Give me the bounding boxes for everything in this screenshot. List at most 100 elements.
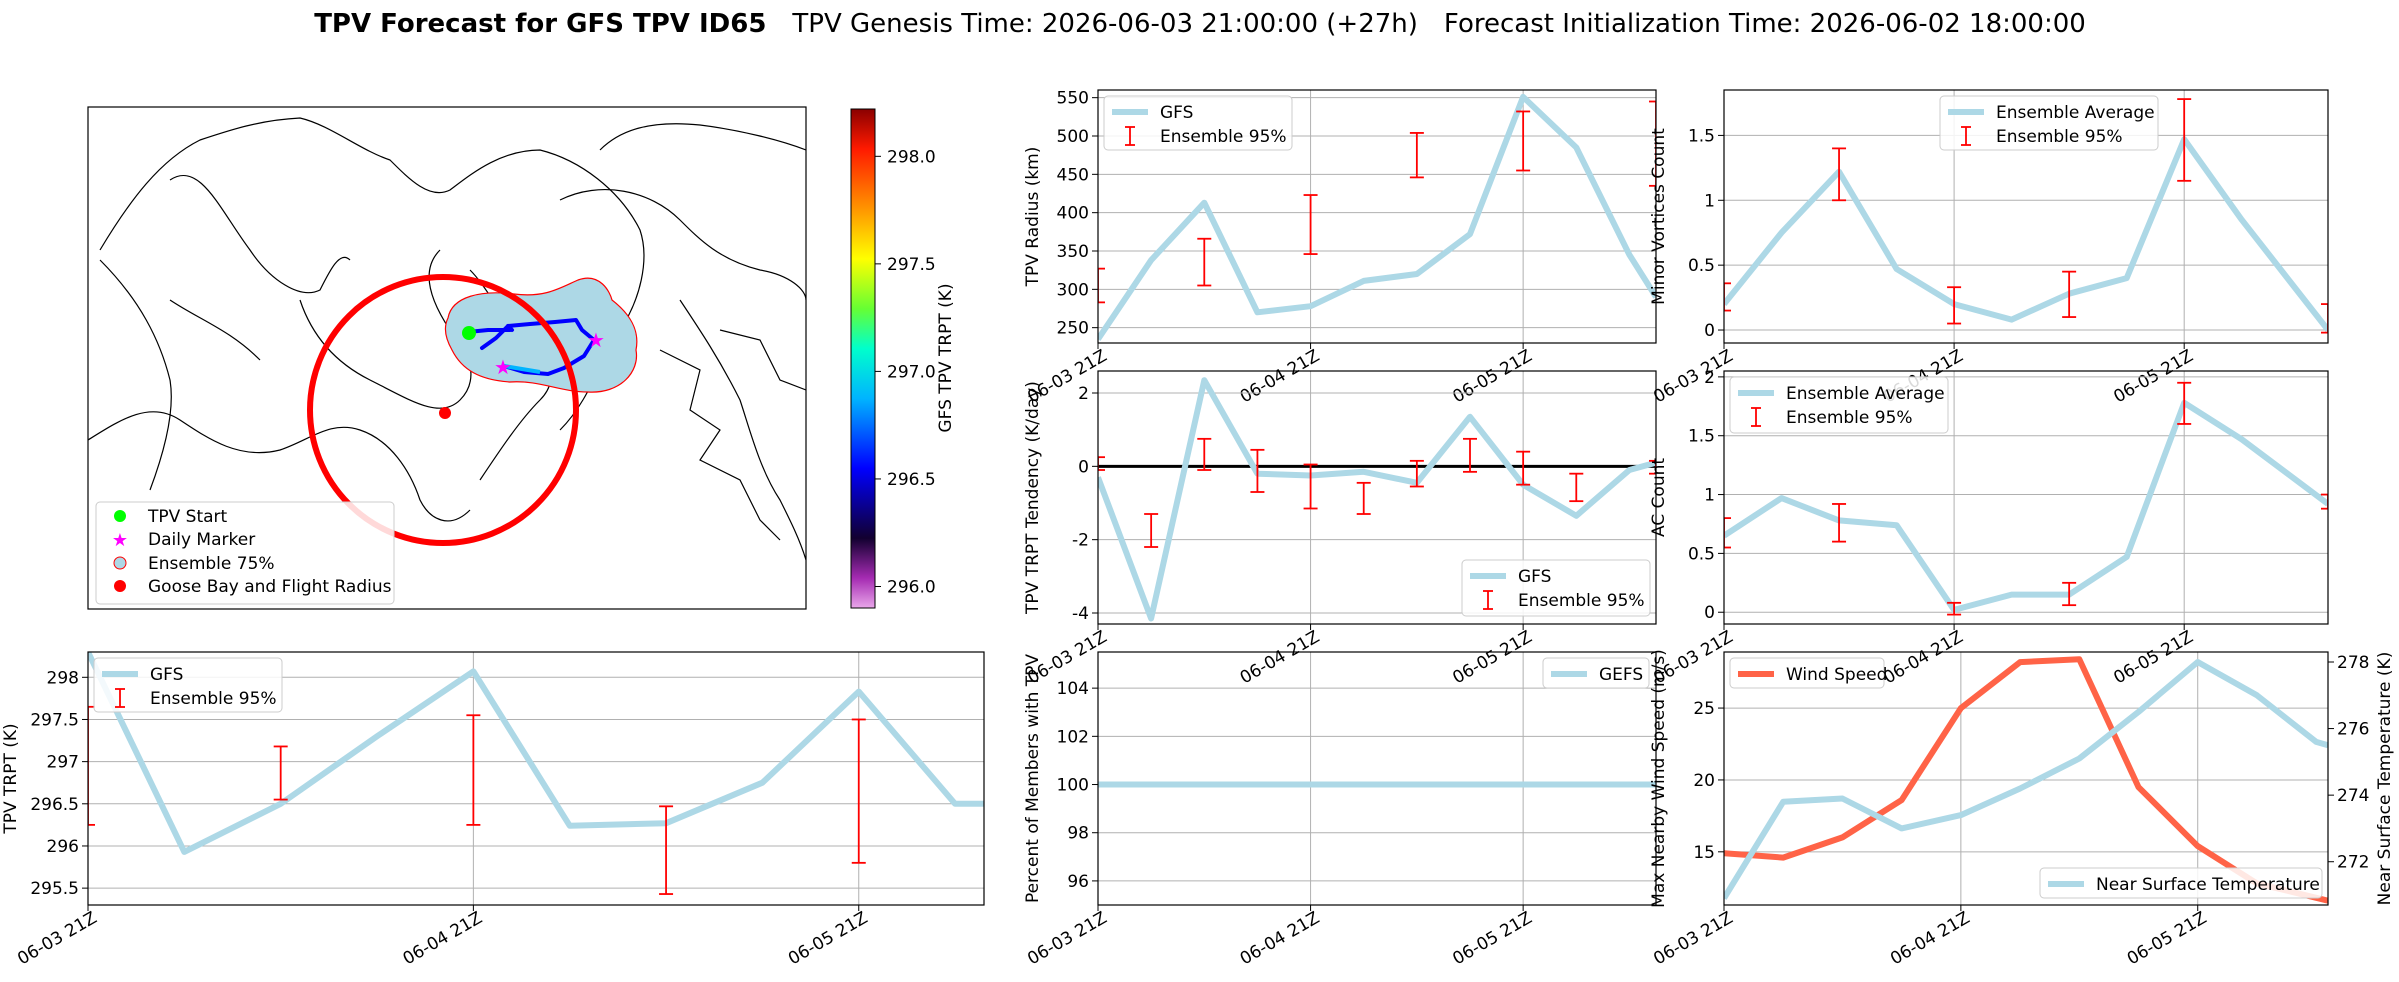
legend: Ensemble Average Ensemble 95%	[1729, 376, 1949, 434]
error-bar	[659, 805, 674, 895]
legend-label: Near Surface Temperature	[2096, 875, 2320, 895]
suptitle-bold: TPV Forecast for GFS TPV ID65	[314, 9, 766, 39]
ytick-label: 550	[1057, 89, 1089, 109]
error-bar	[851, 718, 866, 864]
tpv-start-marker	[462, 326, 476, 340]
error-bar	[1463, 437, 1477, 473]
ytick-label: -2	[1072, 531, 1089, 551]
legend: GEFS	[1542, 657, 1650, 689]
xtick-label: 06-05 21Z	[2124, 908, 2210, 969]
ytick-label: 296.5	[30, 795, 79, 815]
axes-frame	[1097, 89, 1657, 344]
error-bar	[2321, 493, 2328, 510]
legend-label: Ensemble 95%	[150, 689, 277, 709]
colorbar-tick-label: 296.5	[887, 470, 936, 490]
error-bar	[1724, 517, 1731, 549]
series-line	[1724, 659, 2328, 900]
ylabel: TPV TRPT (K)	[1, 723, 21, 834]
axes-frame	[87, 651, 985, 906]
legend-label: GFS	[1518, 567, 1551, 587]
colorbar-ticks: 296.0 296.5 297.0 297.5 298.0	[875, 147, 936, 597]
error-bar	[1516, 110, 1531, 172]
ytick-label: 0.5	[1688, 256, 1715, 276]
axes-frame	[1723, 370, 2329, 625]
ytick-label: 96	[1067, 872, 1089, 892]
axes-frame	[1097, 651, 1657, 906]
legend: Wind Speed	[1729, 657, 1887, 689]
ylabel: Percent of Members with TPV	[1023, 654, 1043, 903]
legend-label: Wind Speed	[1786, 665, 1887, 685]
legend-label: Ensemble 95%	[1518, 591, 1645, 611]
error-bar	[1044, 690, 1058, 850]
legend-goosebay-symbol	[114, 580, 126, 592]
ytick-label: 350	[1057, 242, 1089, 262]
error-bar	[2062, 270, 2077, 318]
legend-frame	[1103, 95, 1293, 151]
xtick-label: 06-05 21Z	[1449, 908, 1535, 969]
xtick-label: 06-05 21Z	[785, 908, 871, 969]
tpv-track-warm-segment	[503, 364, 541, 374]
xtick-label: 06-03 21Z	[1024, 908, 1110, 969]
legend-goose-bay: Goose Bay and Flight Radius	[148, 577, 392, 597]
legend-tpv-start: TPV Start	[147, 507, 228, 527]
legend-frame	[2039, 867, 2323, 899]
ylabel: Max Nearby Wind Speed (m/s)	[1649, 649, 1669, 908]
ytick-label: 0	[1704, 603, 1715, 623]
ytick-label: 400	[1057, 204, 1089, 224]
error-bar	[1098, 267, 1105, 304]
legend-frame	[1461, 559, 1651, 617]
ytick-label: 297.5	[30, 710, 79, 730]
map-panel: ★ ★ TPV Start ★ Daily Marker Ensemble 75…	[87, 106, 956, 610]
error-bar	[1947, 601, 1962, 616]
legend: Near Surface Temperature	[2039, 867, 2323, 899]
legend: GFS Ensemble 95%	[93, 657, 283, 713]
error-bar	[273, 745, 288, 801]
error-bar	[1947, 286, 1962, 325]
ytick-right-label: 276	[2337, 720, 2369, 740]
error-bar	[1356, 481, 1371, 515]
map-frame	[87, 106, 807, 610]
ylabel: Minor Vortices Count	[1649, 128, 1669, 305]
ytick-label: 104	[1057, 679, 1089, 699]
axes-frame	[1097, 370, 1657, 625]
error-bar	[1649, 459, 1656, 475]
ytick-label: 0	[1078, 457, 1089, 477]
legend-label: Ensemble Average	[1786, 384, 1945, 404]
ytick-label: 500	[1057, 127, 1089, 147]
ytick-label: 0.5	[1688, 544, 1715, 564]
colorbar-tick-label: 297.5	[887, 255, 936, 275]
ylabel: AC Count	[1649, 458, 1669, 537]
ytick-label: 300	[1057, 280, 1089, 300]
colorbar: 296.0 296.5 297.0 297.5 298.0 GFS TPV TRPT (…	[850, 108, 956, 609]
legend: GFS Ensemble 95%	[1103, 95, 1293, 151]
ytick-label: 100	[1057, 776, 1089, 796]
suptitle-init: Forecast Initialization Time: 2026-06-02…	[1444, 9, 2086, 39]
legend-frame	[1542, 657, 1650, 689]
chart-wind: 15 20 25 06-03 21Z 06-04 21Z 06-05 21Z Max Nea…	[1649, 649, 2395, 969]
ytick-label: 250	[1057, 319, 1089, 339]
ytick-right-label: 278	[2337, 653, 2369, 673]
legend-frame	[1729, 657, 1885, 689]
ytick-label: 1	[1704, 486, 1715, 506]
legend-frame	[93, 657, 283, 713]
legend-label: GFS	[150, 665, 183, 685]
series-line	[1724, 136, 2328, 332]
error-bar	[466, 714, 481, 826]
ylabel: TPV Radius (km)	[1023, 147, 1043, 288]
flight-radius-circle	[307, 274, 579, 546]
error-bar	[1724, 282, 1731, 312]
colorbar-tick-label: 296.0	[887, 577, 936, 597]
error-bar	[1409, 132, 1424, 179]
chart-percent: 96 98 100 102 104 06-03 21Z 06-04 21Z 06-05 21Z…	[1023, 651, 1657, 969]
legend: GFS Ensemble 95%	[1461, 559, 1651, 617]
legend-label: GEFS	[1599, 665, 1643, 685]
ytick-label: 2	[1078, 384, 1089, 404]
ylabel-right: Near Surface Temperature (K)	[2375, 652, 2395, 906]
suptitle-genesis: TPV Genesis Time: 2026-06-03 21:00:00 (+…	[791, 9, 1418, 39]
daily-marker-1: ★	[494, 355, 512, 379]
xtick-label: 06-04 21Z	[1237, 908, 1323, 969]
colorbar-label: GFS TPV TRPT (K)	[936, 283, 956, 432]
ytick-label: 20	[1693, 771, 1715, 791]
error-bar	[1144, 513, 1159, 548]
